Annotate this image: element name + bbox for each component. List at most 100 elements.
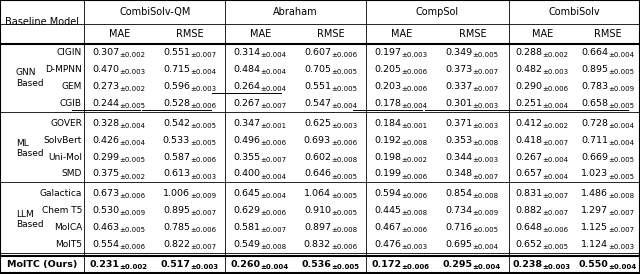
Text: 0.607: 0.607 xyxy=(304,48,331,57)
Text: 0.550: 0.550 xyxy=(579,260,608,269)
Text: 1.064: 1.064 xyxy=(304,189,331,198)
Text: 0.445: 0.445 xyxy=(374,206,401,215)
Text: CompSol: CompSol xyxy=(416,7,459,17)
Text: 0.783: 0.783 xyxy=(581,82,608,91)
Text: ±0.004: ±0.004 xyxy=(608,123,634,129)
Text: 0.785: 0.785 xyxy=(163,223,190,232)
Text: 0.476: 0.476 xyxy=(374,240,401,249)
Text: ±0.003: ±0.003 xyxy=(190,174,216,180)
Text: ±0.007: ±0.007 xyxy=(260,227,287,233)
Text: ±0.004: ±0.004 xyxy=(260,52,287,58)
Text: 0.371: 0.371 xyxy=(445,119,473,127)
Text: 0.197: 0.197 xyxy=(374,48,401,57)
Text: ±0.003: ±0.003 xyxy=(473,103,499,109)
Text: MolT5: MolT5 xyxy=(55,240,82,249)
Text: Baseline Model: Baseline Model xyxy=(5,17,79,27)
Text: 0.273: 0.273 xyxy=(93,82,120,91)
Text: 0.549: 0.549 xyxy=(234,240,260,249)
Text: RMSE: RMSE xyxy=(459,29,486,39)
Text: 0.695: 0.695 xyxy=(445,240,473,249)
Text: ±0.006: ±0.006 xyxy=(401,193,428,199)
Text: ±0.005: ±0.005 xyxy=(543,244,568,250)
Text: ±0.008: ±0.008 xyxy=(331,227,357,233)
Text: ±0.003: ±0.003 xyxy=(401,52,428,58)
Text: ±0.009: ±0.009 xyxy=(473,210,499,216)
Text: ±0.008: ±0.008 xyxy=(608,193,634,199)
Text: ±0.005: ±0.005 xyxy=(120,103,146,109)
Text: 0.373: 0.373 xyxy=(445,65,473,74)
Text: ±0.005: ±0.005 xyxy=(331,86,357,92)
Text: ±0.005: ±0.005 xyxy=(120,157,146,163)
Text: ±0.006: ±0.006 xyxy=(543,86,568,92)
Text: GOVER: GOVER xyxy=(50,119,82,127)
Text: ±0.006: ±0.006 xyxy=(543,227,568,233)
Text: 0.648: 0.648 xyxy=(515,223,543,232)
Text: 0.547: 0.547 xyxy=(304,99,331,108)
Text: ±0.009: ±0.009 xyxy=(608,86,634,92)
Text: ±0.001: ±0.001 xyxy=(401,123,428,129)
Text: ±0.004: ±0.004 xyxy=(401,103,428,109)
Text: ±0.007: ±0.007 xyxy=(473,69,499,75)
Text: 0.264: 0.264 xyxy=(234,82,260,91)
Text: 0.542: 0.542 xyxy=(163,119,190,127)
Text: ±0.004: ±0.004 xyxy=(260,174,287,180)
Text: Abraham: Abraham xyxy=(273,7,318,17)
Text: ±0.006: ±0.006 xyxy=(120,244,146,250)
Text: MAE: MAE xyxy=(390,29,412,39)
Text: ±0.003: ±0.003 xyxy=(401,244,428,250)
Text: MolTC (Ours): MolTC (Ours) xyxy=(7,260,77,269)
Text: ±0.003: ±0.003 xyxy=(543,264,570,270)
Text: RMSE: RMSE xyxy=(594,29,622,39)
Text: 0.307: 0.307 xyxy=(93,48,120,57)
Text: 0.658: 0.658 xyxy=(581,99,608,108)
Text: ±0.005: ±0.005 xyxy=(608,157,634,163)
Text: ±0.004: ±0.004 xyxy=(260,264,289,270)
Text: ±0.005: ±0.005 xyxy=(331,174,357,180)
Text: 0.348: 0.348 xyxy=(445,170,473,178)
Text: 0.645: 0.645 xyxy=(234,189,260,198)
Text: ±0.002: ±0.002 xyxy=(543,52,568,58)
Text: 0.172: 0.172 xyxy=(371,260,401,269)
Text: ±0.007: ±0.007 xyxy=(473,86,499,92)
Text: ±0.005: ±0.005 xyxy=(331,193,357,199)
Text: 0.470: 0.470 xyxy=(93,65,120,74)
Text: ±0.007: ±0.007 xyxy=(190,210,216,216)
Text: 0.728: 0.728 xyxy=(581,119,608,127)
Text: ±0.005: ±0.005 xyxy=(190,140,216,146)
Text: 0.910: 0.910 xyxy=(304,206,331,215)
Text: ±0.006: ±0.006 xyxy=(331,52,357,58)
Text: ±0.006: ±0.006 xyxy=(401,174,428,180)
Text: ±0.002: ±0.002 xyxy=(120,86,146,92)
Text: 0.337: 0.337 xyxy=(445,82,473,91)
Text: 0.426: 0.426 xyxy=(93,136,120,144)
Text: 0.463: 0.463 xyxy=(93,223,120,232)
Text: ±0.004: ±0.004 xyxy=(608,140,634,146)
Text: ±0.008: ±0.008 xyxy=(260,244,287,250)
Text: ±0.005: ±0.005 xyxy=(473,52,499,58)
Text: ±0.004: ±0.004 xyxy=(543,103,568,109)
Text: ±0.004: ±0.004 xyxy=(608,52,634,58)
Text: 0.882: 0.882 xyxy=(515,206,543,215)
Text: 0.328: 0.328 xyxy=(93,119,120,127)
Text: ±0.003: ±0.003 xyxy=(190,264,218,270)
Text: 0.205: 0.205 xyxy=(374,65,401,74)
Text: 0.536: 0.536 xyxy=(301,260,331,269)
Text: ±0.007: ±0.007 xyxy=(608,227,634,233)
Text: 0.267: 0.267 xyxy=(234,99,260,108)
Text: 1.297: 1.297 xyxy=(581,206,608,215)
Text: 0.484: 0.484 xyxy=(234,65,260,74)
Text: 1.486: 1.486 xyxy=(581,189,608,198)
Text: 0.251: 0.251 xyxy=(515,99,543,108)
Text: ±0.008: ±0.008 xyxy=(331,157,357,163)
Text: CGIB: CGIB xyxy=(60,99,82,108)
Text: ±0.003: ±0.003 xyxy=(543,69,568,75)
Text: 0.295: 0.295 xyxy=(443,260,473,269)
Text: 0.260: 0.260 xyxy=(230,260,260,269)
Text: ±0.009: ±0.009 xyxy=(190,193,216,199)
Text: ±0.003: ±0.003 xyxy=(608,244,634,250)
Text: ±0.005: ±0.005 xyxy=(608,69,634,75)
Text: 0.184: 0.184 xyxy=(374,119,401,127)
Text: ±0.005: ±0.005 xyxy=(190,123,216,129)
Text: 0.646: 0.646 xyxy=(304,170,331,178)
Text: Chem T5: Chem T5 xyxy=(42,206,82,215)
